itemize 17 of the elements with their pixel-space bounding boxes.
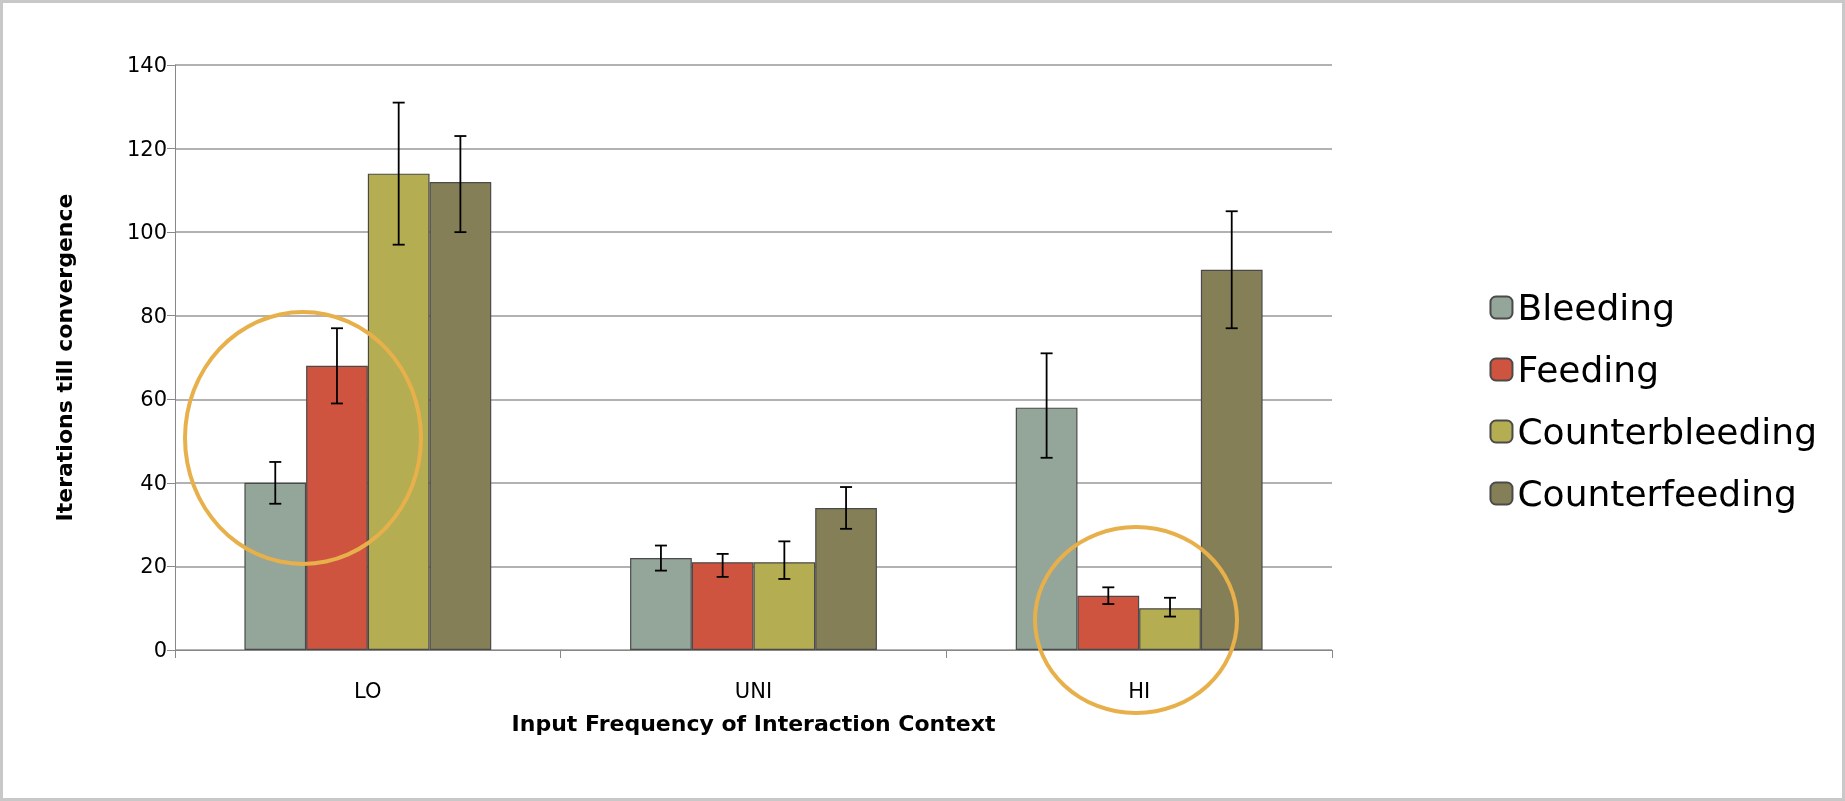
legend-label: Bleeding (1517, 287, 1675, 328)
x-tick-label: LO (354, 678, 382, 703)
y-tick-label: 40 (140, 470, 167, 495)
y-axis-title: Iterations till convergence (51, 193, 77, 522)
legend-label: Counterbleeding (1517, 411, 1817, 452)
y-tick-label: 60 (140, 387, 167, 412)
legend-label: Feeding (1517, 349, 1660, 390)
y-tick-label: 140 (126, 53, 167, 77)
legend-label: Counterfeeding (1517, 473, 1797, 514)
y-tick-label: 100 (126, 220, 167, 245)
y-tick-label: 0 (153, 638, 167, 662)
x-tick-label: HI (1128, 678, 1151, 703)
x-tick-label: UNI (734, 678, 773, 703)
y-tick-label: 80 (140, 303, 167, 328)
y-tick-label: 120 (126, 136, 167, 161)
y-tick-label: 20 (140, 554, 167, 579)
x-axis-title: Input Frequency of Interaction Context (511, 710, 996, 736)
